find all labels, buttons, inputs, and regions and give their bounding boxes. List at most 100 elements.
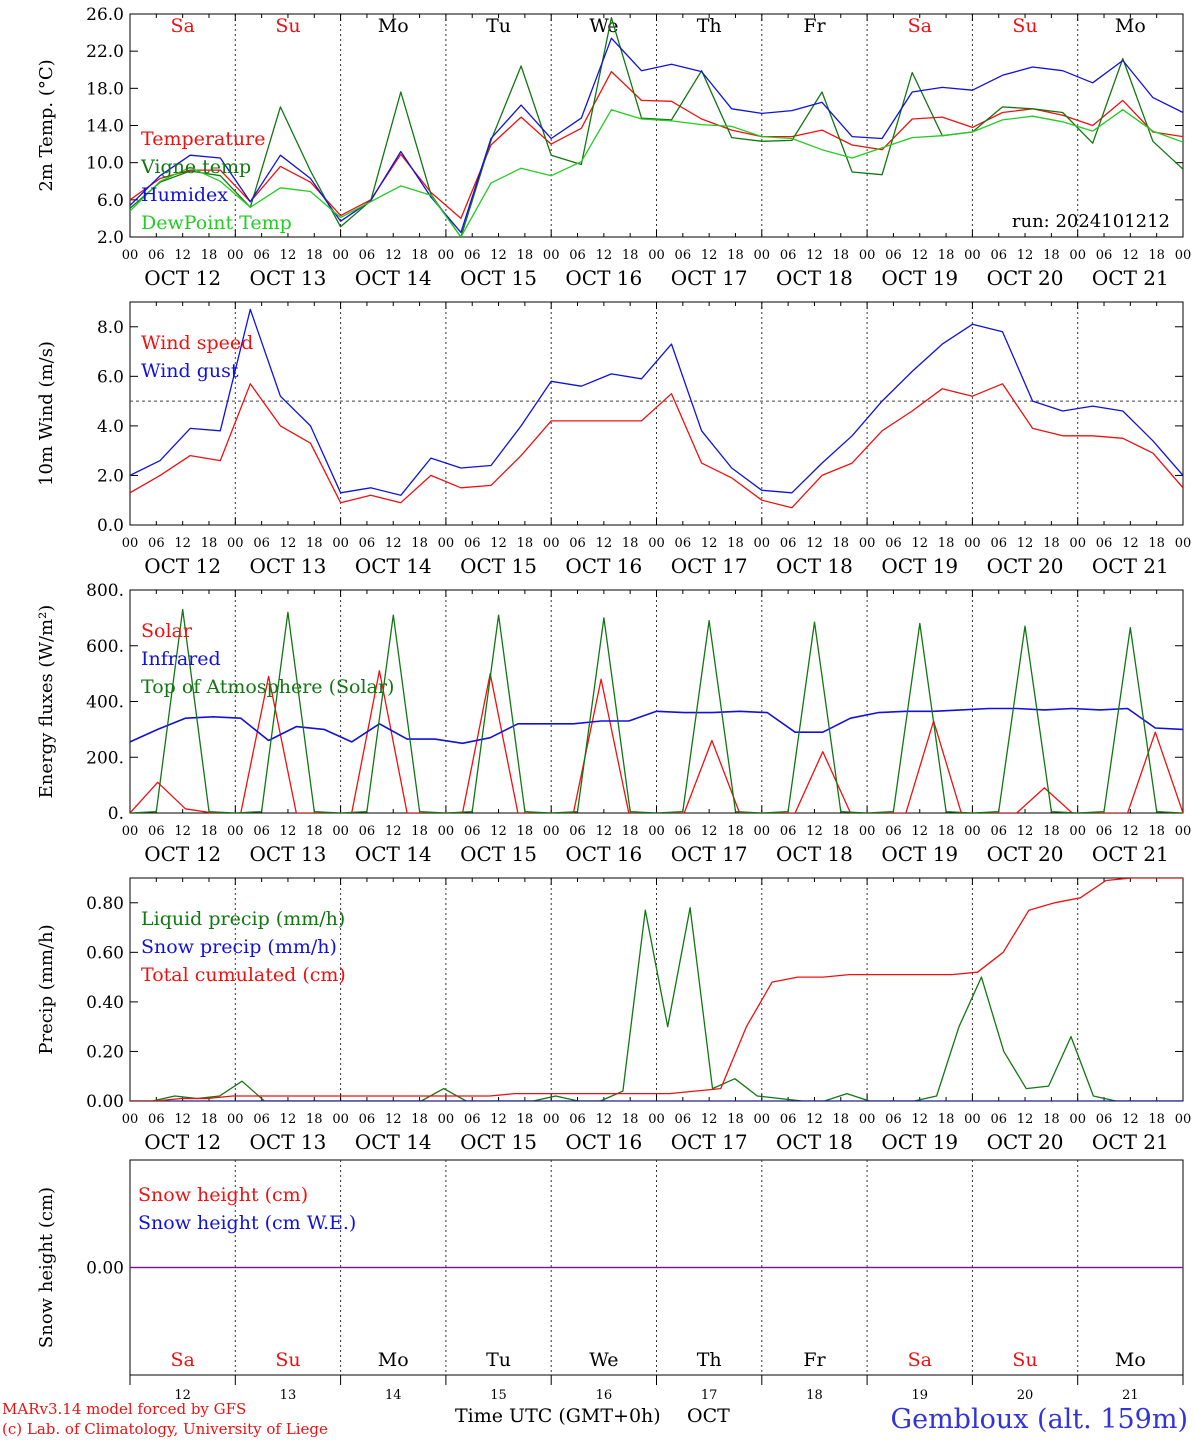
weekday-label: Tu [486,15,511,37]
date-label: OCT 13 [250,266,327,290]
series-line-temperature [130,70,1183,220]
date-label: OCT 20 [987,266,1064,290]
y-tick-label: 800. [86,581,124,601]
hour-tick-label: 12 [596,536,613,551]
date-label: OCT 19 [881,1130,958,1154]
date-label: OCT 18 [776,842,853,866]
panel-2: 0.0 2.0 4.0 6.0 8.0 10m Wind (m/s) 00 06 12 18 00 0… [36,301,1192,578]
x-axis-title: Time UTC (GMT+0h) [455,1405,661,1427]
hour-tick-label: 18 [1148,248,1165,263]
hour-tick-label: 06 [780,248,797,263]
hour-tick-label: 12 [701,824,718,839]
hour-tick-label: 12 [385,824,402,839]
legend-entry: Total cumulated (cm) [141,964,346,986]
legend-entry: Wind speed [141,332,253,354]
weekday-label: Sa [170,1349,194,1371]
lab-credit: (c) Lab. of Climatology, University of L… [2,1420,328,1438]
hour-tick-label: 12 [596,824,613,839]
hour-tick-label: 06 [1096,824,1113,839]
day-number-label: 20 [1017,1388,1034,1403]
hour-tick-label: 18 [727,1112,744,1127]
hour-tick-label: 00 [438,1112,455,1127]
hour-tick-label: 18 [1043,1112,1060,1127]
hour-tick-label: 00 [648,824,665,839]
y-tick-label: 6.0 [97,191,124,211]
hour-tick-label: 06 [253,1112,270,1127]
date-label: OCT 20 [987,1130,1064,1154]
y-tick-label: 0.00 [86,1092,124,1112]
weekday-label: Tu [486,1349,511,1371]
run-annotation: run: 2024101212 [1012,211,1170,232]
hour-tick-label: 00 [964,248,981,263]
legend-entry: Liquid precip (mm/h) [141,908,345,930]
date-label: OCT 21 [1092,266,1169,290]
hour-tick-label: 18 [1043,824,1060,839]
hour-tick-label: 00 [543,536,560,551]
date-label: OCT 15 [460,1130,537,1154]
date-label: OCT 19 [881,554,958,578]
weekday-label: Su [275,15,300,37]
series-line-top-of-atmosphere-solar- [130,608,1183,813]
hour-tick-label: 18 [411,248,428,263]
hour-tick-label: 00 [227,248,244,263]
series-line-humidex [130,37,1183,234]
y-tick-label: 6.0 [97,367,124,387]
weekday-label: Th [697,15,722,37]
hour-tick-label: 06 [780,536,797,551]
y-tick-label: 2.0 [97,466,124,486]
hour-tick-label: 12 [385,248,402,263]
hour-tick-label: 06 [885,248,902,263]
y-tick-label: 0.40 [86,993,124,1013]
date-label: OCT 12 [144,842,221,866]
day-number-label: 18 [806,1388,823,1403]
legend-entry: DewPoint Temp [141,212,292,234]
hour-tick-label: 18 [517,248,534,263]
hour-tick-label: 00 [754,1112,771,1127]
hour-tick-label: 06 [675,1112,692,1127]
hour-tick-label: 18 [622,1112,639,1127]
hour-tick-label: 00 [1175,536,1192,551]
hour-tick-label: 06 [1096,248,1113,263]
hour-tick-label: 00 [227,824,244,839]
hour-tick-label: 18 [1148,1112,1165,1127]
hour-tick-label: 06 [885,824,902,839]
y-tick-label: 200. [86,748,124,768]
hour-tick-label: 12 [1017,536,1034,551]
hour-tick-label: 00 [1175,1112,1192,1127]
y-tick-label: 0.0 [97,516,124,536]
hour-tick-label: 00 [754,536,771,551]
date-label: OCT 15 [460,842,537,866]
hour-tick-label: 06 [885,1112,902,1127]
hour-tick-label: 06 [359,824,376,839]
hour-tick-label: 12 [490,536,507,551]
date-label: OCT 13 [250,554,327,578]
hour-tick-label: 06 [569,536,586,551]
hour-tick-label: 00 [754,248,771,263]
day-number-label: 19 [911,1388,928,1403]
hour-tick-label: 18 [201,1112,218,1127]
hour-tick-label: 18 [622,824,639,839]
hour-tick-label: 00 [1175,824,1192,839]
hour-tick-label: 00 [754,824,771,839]
hour-tick-label: 12 [490,1112,507,1127]
hour-tick-label: 18 [517,536,534,551]
hour-tick-label: 12 [174,248,191,263]
y-tick-label: 400. [86,693,124,713]
date-label: OCT 13 [250,1130,327,1154]
legend-entry: Snow precip (mm/h) [141,936,337,958]
hour-tick-label: 18 [833,1112,850,1127]
hour-tick-label: 00 [227,1112,244,1127]
hour-tick-label: 00 [122,248,139,263]
hour-tick-label: 00 [1069,1112,1086,1127]
hour-tick-label: 06 [675,536,692,551]
hour-tick-label: 06 [464,1112,481,1127]
hour-tick-label: 06 [359,1112,376,1127]
date-label: OCT 17 [671,266,748,290]
hour-tick-label: 12 [174,824,191,839]
legend-entry: Humidex [141,184,228,206]
panel-4: 0.00 0.20 0.40 0.60 0.80 Precip (mm/h) 00 06 12 1… [36,877,1192,1154]
y-tick-label: 10.0 [86,154,124,174]
hour-tick-label: 06 [569,824,586,839]
y-tick-label: 0.80 [86,894,124,914]
hour-tick-label: 00 [964,824,981,839]
